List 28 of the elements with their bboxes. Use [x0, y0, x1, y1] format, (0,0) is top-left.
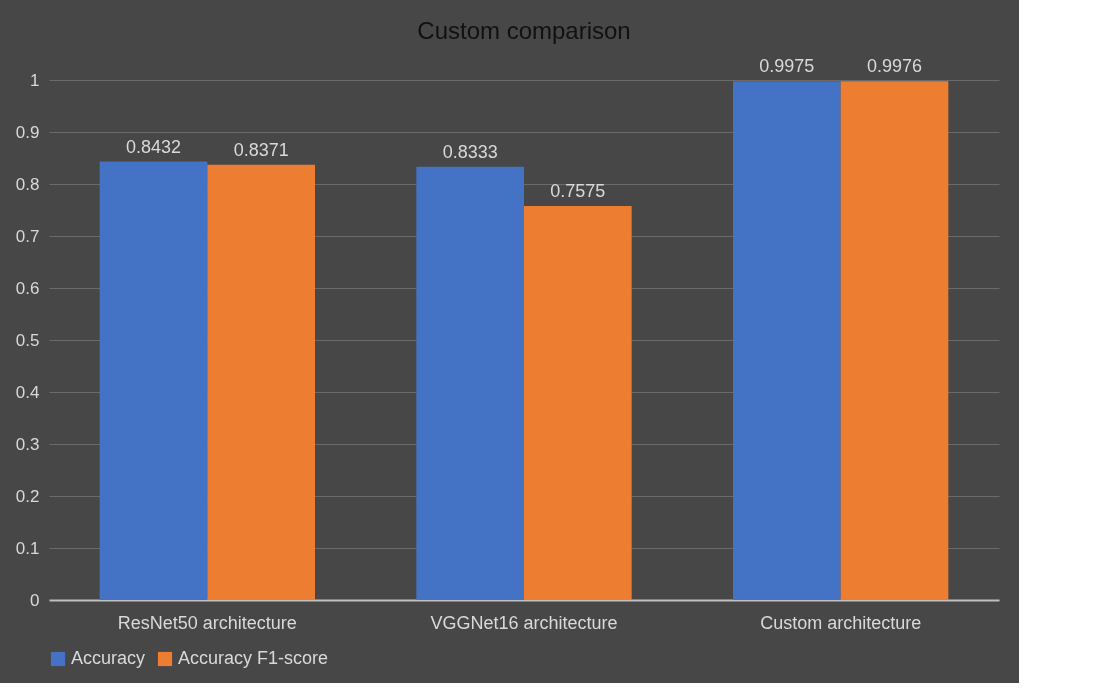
legend-label: Accuracy	[71, 648, 146, 668]
data-label: 0.9976	[866, 56, 923, 77]
bar	[99, 161, 208, 600]
bar	[207, 164, 315, 600]
data-label: 0.8432	[125, 136, 182, 157]
x-tick-label: Custom architecture	[760, 612, 922, 633]
bar	[524, 206, 632, 600]
y-tick-label: 0.7	[15, 226, 40, 246]
y-tick-label: 0.4	[15, 382, 40, 402]
data-label: 0.8371	[233, 139, 289, 160]
x-tick-label: VGGNet16 architecture	[430, 612, 618, 633]
y-tick-label: 0.1	[15, 538, 40, 558]
y-tick-label: 0.8	[15, 174, 40, 194]
bar	[416, 166, 524, 600]
y-tick-label: 0.6	[15, 278, 40, 298]
bar	[840, 81, 949, 600]
y-tick-label: 1	[30, 70, 40, 90]
data-label: 0.8333	[442, 141, 498, 162]
data-label: 0.7575	[550, 181, 606, 202]
data-label: 0.9975	[759, 56, 815, 77]
y-tick-label: 0.2	[15, 486, 40, 506]
y-tick-label: 0.5	[15, 330, 40, 350]
y-tick-label: 0	[30, 590, 40, 610]
y-tick-label: 0.9	[15, 122, 40, 142]
bar	[733, 81, 841, 600]
y-tick-label: 0.3	[15, 434, 40, 454]
legend-label: Accuracy F1-score	[178, 648, 329, 668]
x-tick-label: ResNet50 architecture	[117, 612, 297, 633]
